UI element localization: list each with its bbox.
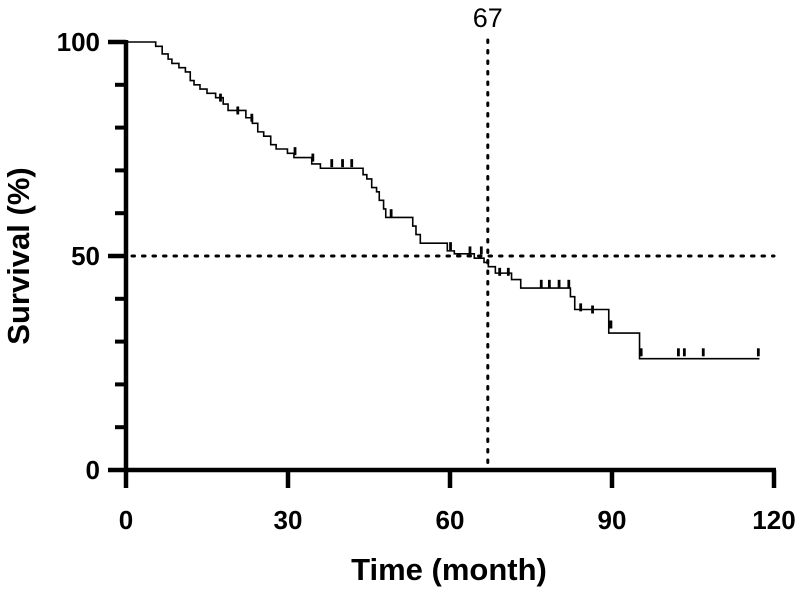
x-axis-ticks [123,470,777,488]
x-tick-label-120: 120 [752,505,795,535]
x-tick-label-90: 90 [598,505,627,535]
x-tick-label-30: 30 [274,505,303,535]
y-axis-ticks [108,39,126,473]
x-axis-title: Time (month) [351,552,547,587]
y-tick-label-0: 0 [86,455,100,485]
y-tick-label-50: 50 [71,241,100,271]
x-tick-label-60: 60 [436,505,465,535]
censor-marks [219,93,760,357]
y-tick-label-100: 100 [57,27,100,57]
x-tick-label-0: 0 [119,505,133,535]
survival-curve [126,41,760,360]
median-time-annotation: 67 [473,3,503,33]
y-axis-title: Survival (%) [1,167,36,344]
